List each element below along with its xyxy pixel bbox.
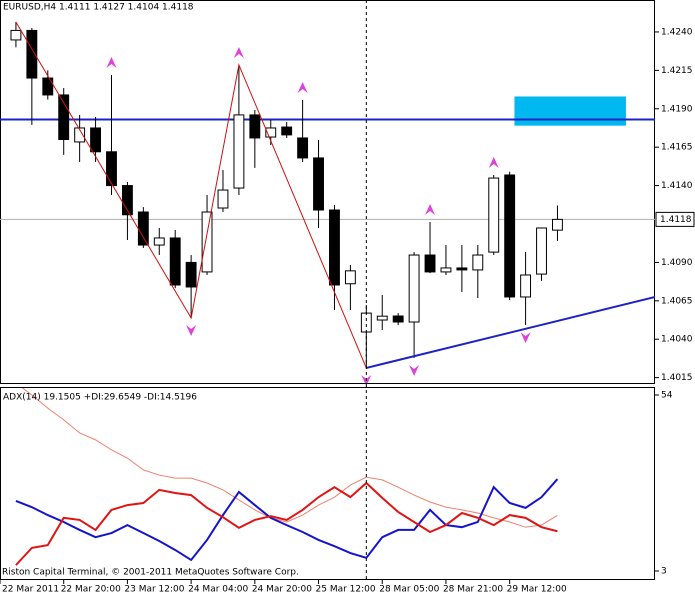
candle-body [297, 137, 309, 159]
candle-body [137, 211, 149, 246]
candle-body [392, 315, 404, 323]
y-tick-label: 1.4190 [661, 104, 693, 114]
candle-body [344, 270, 356, 285]
candle-body [10, 29, 22, 41]
indicator-title: ADX(14) 19.1505 +DI:29.6549 -DI:14.5196 [3, 393, 197, 403]
indicator-line [15, 481, 558, 566]
indicator-plot [15, 388, 559, 566]
candle-body [106, 151, 117, 187]
candle-body [217, 189, 229, 209]
candle-body [42, 77, 54, 96]
price-plot [0, 21, 655, 383]
indicator-panel-frame [0, 387, 655, 580]
fractal-up [488, 156, 499, 168]
y-tick-label: 1.4090 [661, 258, 693, 268]
y-tick-label: 3 [661, 566, 667, 576]
candle-body [26, 29, 38, 79]
fractal-down [409, 364, 420, 376]
y-tick-label: 1.4215 [661, 66, 693, 76]
candle-body [281, 126, 293, 136]
trend-line [366, 295, 655, 369]
candle-body [408, 254, 420, 323]
x-tick-label: 24 Mar 04:00 [188, 585, 248, 595]
candle-body [233, 114, 245, 189]
candle-body [504, 174, 516, 298]
indicator-line [15, 478, 559, 562]
fractal-up [425, 203, 436, 215]
price-panel-frame [0, 0, 655, 384]
x-tick-label: 28 Mar 21:00 [443, 585, 503, 595]
fractal-up [106, 56, 117, 68]
zone [514, 96, 626, 126]
y-tick-label: 1.4040 [661, 335, 693, 345]
candle-body [488, 177, 500, 253]
chart-title: EURUSD,H4 1.4111 1.4127 1.4104 1.4118 [3, 3, 194, 13]
candle-body [552, 218, 563, 231]
last-price-label: 1.4118 [660, 215, 692, 225]
candle-body [185, 261, 197, 288]
candle-body [153, 237, 165, 246]
y-tick-label: 1.4015 [661, 373, 693, 383]
candle-body [376, 315, 388, 321]
candle-body [360, 312, 372, 333]
y-tick-label: 1.4065 [661, 296, 693, 306]
candle-body [536, 227, 547, 275]
candle-body [329, 209, 340, 286]
y-tick-label: 1.4165 [661, 143, 693, 153]
x-tick-label: 24 Mar 20:00 [252, 585, 312, 595]
x-tick-label: 25 Mar 12:00 [316, 585, 376, 595]
fractal-up [233, 46, 244, 58]
x-tick-label: 23 Mar 12:00 [124, 585, 184, 595]
candle-body [74, 127, 86, 143]
candle-body [313, 157, 324, 211]
footer-text: Riston Capital Terminal, © 2001-2011 Met… [2, 568, 299, 578]
candle-body [472, 254, 484, 271]
fractal-down [186, 325, 197, 337]
candle-body [90, 127, 101, 153]
candle-body [456, 267, 468, 271]
x-tick-label: 22 Mar 2011 [2, 585, 59, 595]
last-price-box [655, 211, 695, 227]
candle-body [58, 94, 70, 140]
y-tick-label: 1.4140 [661, 181, 693, 191]
candle-body [265, 127, 277, 138]
candle-body [440, 267, 452, 273]
fractal-up [297, 82, 308, 94]
indicator-line [21, 388, 558, 528]
fractal-down [520, 332, 531, 344]
candle-body [424, 254, 436, 273]
candle-body [249, 114, 261, 139]
y-tick-label: 54 [661, 391, 673, 401]
x-tick-label: 29 Mar 12:00 [507, 585, 567, 595]
candle-body [201, 211, 213, 273]
zigzag-line [15, 21, 367, 369]
y-tick-label: 1.4240 [661, 27, 693, 37]
x-tick-label: 22 Mar 20:00 [61, 585, 121, 595]
candle-body [121, 185, 133, 216]
candle-body [520, 274, 532, 298]
candle-body [169, 237, 181, 286]
x-tick-label: 28 Mar 05:00 [379, 585, 439, 595]
